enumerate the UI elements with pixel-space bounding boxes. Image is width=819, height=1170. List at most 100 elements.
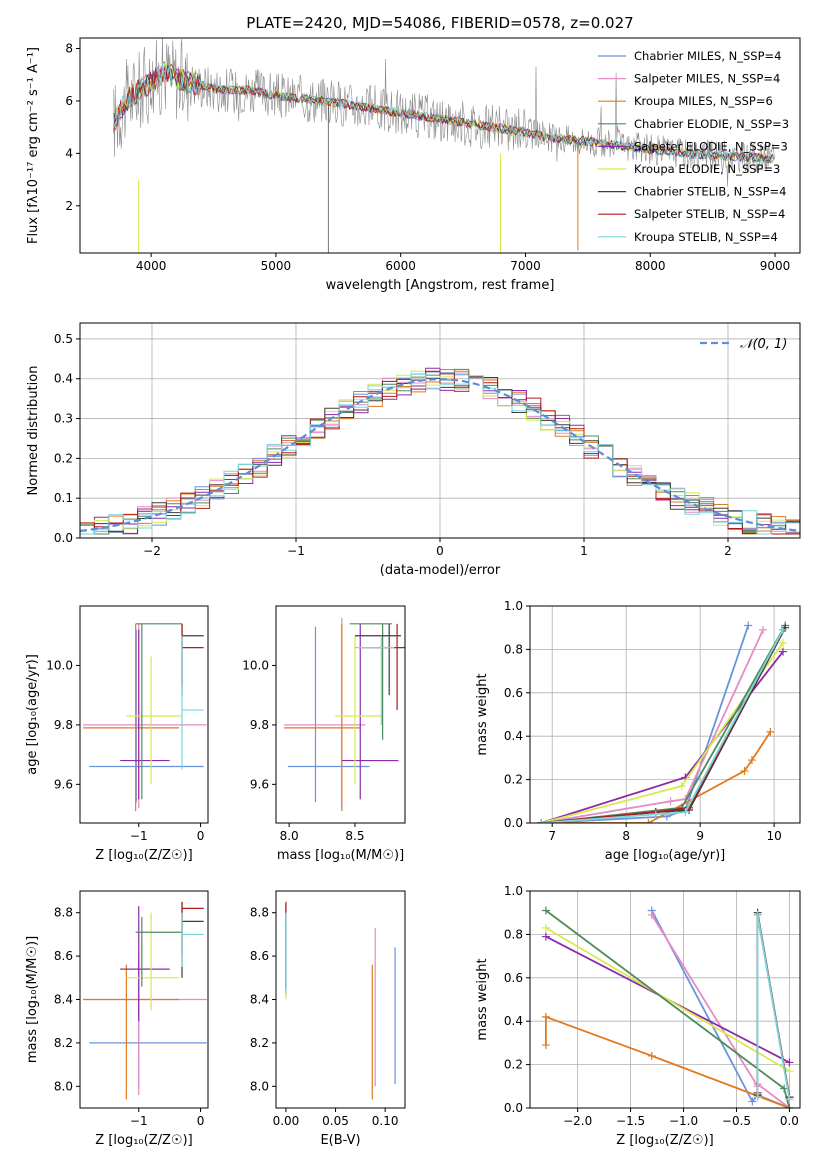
- gaussian-curve: [80, 378, 800, 533]
- weight_vs_age-xlabel: age [log₁₀(age/yr)]: [605, 848, 726, 863]
- weight-marker-chabrier_miles: [748, 1097, 757, 1106]
- weight-marker-kroupa_miles: [747, 756, 756, 765]
- y-tick-label: 8.0: [250, 1079, 269, 1093]
- residuals-panel: −2 −1 0 1 2 0.0 0.1 0.2 0.3 0.4 0.5 (data-model)/er…: [26, 322, 801, 578]
- age_vs_Z-xlabel: Z [log₁₀(Z/Z☉)]: [95, 848, 192, 863]
- spectrum-ylabel: Flux [fλ10⁻¹⁷ erg cm⁻² s⁻¹ A⁻¹]: [26, 47, 41, 244]
- legend-label-gauss: 𝒩(0, 1): [740, 337, 787, 352]
- spectrum-xlabel: wavelength [Angstrom, rest frame]: [326, 278, 555, 293]
- y-tick-label: 8.8: [250, 906, 269, 920]
- x-tick-label: 6000: [385, 259, 416, 273]
- model-spectrum-kroupa_elodie: [113, 60, 775, 164]
- y-tick-label: 0.4: [54, 372, 73, 386]
- model-spectrum-chabrier_stelib: [113, 64, 775, 164]
- observed-spectrum: [113, 38, 776, 187]
- spectrum-frame: [79, 37, 801, 254]
- weight-marker-kroupa_elodie: [677, 782, 686, 791]
- weight-marker-kroupa_miles: [647, 1051, 656, 1060]
- y-tick-label: 10.0: [242, 658, 269, 672]
- weight-marker-salpeter_elodie: [541, 932, 550, 941]
- x-tick-label: 2: [724, 544, 732, 558]
- weight-marker-kroupa_miles: [541, 1012, 550, 1021]
- weight-marker-kroupa_stelib: [753, 910, 762, 919]
- x-tick-label: −1: [130, 1114, 148, 1128]
- y-tick-label: 0.8: [504, 927, 523, 941]
- weight-marker-kroupa_elodie: [541, 923, 550, 932]
- y-tick-label: 9.6: [54, 777, 73, 791]
- mass_vs_Z-plot-area: [83, 901, 207, 1100]
- x-tick-label: 9: [696, 829, 704, 843]
- x-tick-label: 0: [436, 544, 444, 558]
- x-tick-label: −2: [143, 544, 161, 558]
- y-tick-label: 2: [65, 199, 73, 213]
- weight-marker-kroupa_stelib: [785, 1095, 794, 1104]
- y-tick-label: 8.6: [54, 949, 73, 963]
- weight_vs_age-ylabel: mass weight: [475, 673, 490, 755]
- x-tick-label: 9000: [760, 259, 791, 273]
- spectrum-title: PLATE=2420, MJD=54086, FIBERID=0578, z=0…: [246, 14, 633, 32]
- mass_vs_Z-xlabel: Z [log₁₀(Z/Z☉)]: [95, 1133, 192, 1148]
- y-tick-label: 8.4: [250, 993, 269, 1007]
- age_vs_mass-frame: [275, 605, 406, 824]
- x-tick-label: 7: [548, 829, 556, 843]
- x-tick-label: −2.0: [563, 1114, 592, 1128]
- residuals-xlabel: (data-model)/error: [380, 563, 501, 578]
- x-tick-label: 0.10: [372, 1114, 399, 1128]
- y-tick-label: 6: [65, 94, 73, 108]
- y-tick-label: 8.6: [250, 949, 269, 963]
- model-spectrum-kroupa_stelib: [113, 62, 775, 163]
- histogram-chabrier_stelib: [80, 375, 800, 535]
- spectrum-plot-area: [113, 38, 776, 253]
- legend-label-kroupa_stelib: Kroupa STELIB, N_SSP=4: [634, 230, 778, 244]
- weight-line-kroupa_elodie: [545, 927, 790, 1072]
- y-tick-label: 8.8: [54, 906, 73, 920]
- y-tick-label: 1.0: [504, 884, 523, 898]
- y-tick-label: 10.0: [46, 658, 73, 672]
- legend-label-chabrier_miles: Chabrier MILES, N_SSP=4: [634, 49, 781, 63]
- y-tick-label: 0.0: [54, 531, 73, 545]
- legend-label-kroupa_miles: Kroupa MILES, N_SSP=6: [634, 94, 773, 108]
- weight-line-chabrier_miles: [651, 910, 790, 1108]
- x-tick-label: 5000: [261, 259, 292, 273]
- weight-line-chabrier_stelib: [541, 627, 786, 823]
- weight_vs_Z-ylabel: mass weight: [475, 958, 490, 1040]
- y-tick-label: 0.4: [504, 1014, 523, 1028]
- weight-marker-chabrier_elodie: [785, 1104, 794, 1108]
- x-tick-label: 0.00: [273, 1114, 300, 1128]
- weight-marker-salpeter_elodie: [785, 1058, 794, 1067]
- y-tick-label: 0.5: [54, 332, 73, 346]
- y-tick-label: 9.6: [250, 777, 269, 791]
- age_vs_mass-panel: 8.0 8.5 9.6 9.8 10.0 mass [log₁₀(M/M☉)]: [242, 605, 406, 863]
- residuals-grid: [80, 323, 800, 539]
- y-tick-label: 8.2: [54, 1036, 73, 1050]
- weight-marker-kroupa_miles: [541, 1041, 550, 1050]
- weight-line-kroupa_elodie: [540, 642, 784, 823]
- age_vs_Z-frame: [79, 605, 209, 824]
- age_vs_Z-panel: −1 0 9.6 9.8 10.0 Z [log₁₀(Z/Z☉)] age [log₁₀(a…: [25, 605, 209, 863]
- y-tick-label: 4: [65, 146, 73, 160]
- mass_vs_ebv-xlabel: E(B-V): [320, 1133, 360, 1148]
- weight-line-kroupa_stelib: [541, 629, 784, 823]
- residuals-plot-area: [80, 367, 800, 535]
- y-tick-label: 1.0: [504, 599, 523, 613]
- weight-marker-salpeter_elodie: [778, 647, 787, 656]
- weight-line-salpeter_elodie: [540, 651, 784, 823]
- age_vs_mass-plot-area: [283, 617, 405, 812]
- weight_vs_age-plot-area: [537, 621, 790, 823]
- y-tick-label: 0.2: [54, 451, 73, 465]
- legend-label-salpeter_stelib: Salpeter STELIB, N_SSP=4: [634, 207, 785, 221]
- y-tick-label: 9.8: [54, 718, 73, 732]
- mass_vs_ebv-plot-area: [285, 901, 396, 1100]
- x-tick-label: −1: [287, 544, 305, 558]
- x-tick-label: 1: [580, 544, 588, 558]
- weight-marker-chabrier_miles: [744, 621, 753, 630]
- mass_vs_Z-ylabel: mass [log₁₀(M/M☉)]: [25, 936, 40, 1063]
- weight-marker-kroupa_stelib: [778, 625, 787, 634]
- weight-marker-kroupa_elodie: [785, 1067, 794, 1076]
- y-tick-label: 8: [65, 41, 73, 55]
- weight-line-salpeter_miles: [540, 629, 764, 823]
- weight-line-kroupa_miles: [545, 1015, 790, 1108]
- weight-marker-kroupa_stelib: [651, 810, 660, 819]
- histogram-salpeter_stelib: [80, 370, 800, 535]
